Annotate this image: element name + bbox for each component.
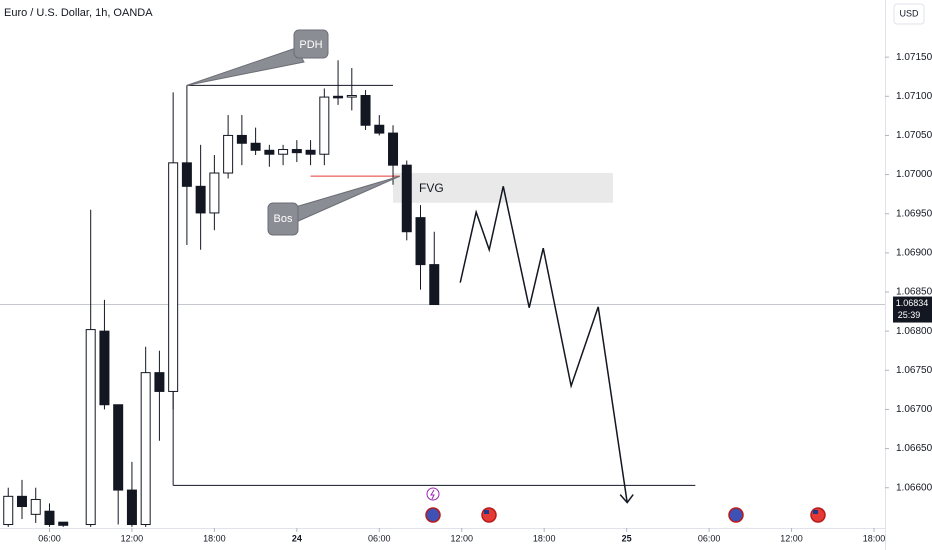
x-tick-label: 25 [622, 533, 632, 543]
candle-body [346, 95, 357, 98]
candle-body [374, 124, 385, 134]
candle-body [305, 149, 316, 155]
candle-body [415, 217, 426, 266]
bos-label: Bos [274, 213, 293, 225]
last-price-label: 1.06834 [896, 298, 929, 308]
y-tick-label: 1.06800 [896, 326, 932, 337]
candle-body [250, 142, 261, 151]
y-tick-label: 1.06650 [896, 443, 932, 454]
x-tick-label: 24 [292, 533, 302, 543]
candle-body [58, 521, 69, 526]
projection-arrow [619, 494, 634, 504]
bos-box [267, 202, 299, 236]
x-tick-label: 12:00 [780, 533, 803, 543]
pdh-label: PDH [299, 39, 322, 51]
y-tick-label: 1.06700 [896, 404, 932, 415]
x-tick-label: 12:00 [450, 533, 473, 543]
x-tick-label: 18:00 [863, 533, 886, 543]
candle-body [85, 329, 96, 526]
candle-body [333, 95, 344, 99]
candle-body [154, 372, 165, 392]
candle-body [3, 495, 14, 526]
chart-title: Euro / U.S. Dollar, 1h, OANDA [4, 7, 153, 19]
y-tick-label: 1.07000 [896, 169, 932, 180]
candle-body [30, 498, 41, 515]
candle-body [278, 149, 289, 155]
y-tick-label: 1.07100 [896, 91, 932, 102]
flag-canton [484, 510, 489, 514]
flag-canton [813, 510, 818, 514]
candle-body [195, 185, 206, 214]
candle-body [168, 162, 179, 392]
candle-body [401, 164, 412, 233]
candle-body [181, 162, 192, 187]
x-tick-label: 06:00 [38, 533, 61, 543]
candle-body [209, 172, 220, 214]
event-icon[interactable] [426, 487, 440, 501]
pdh-box [293, 29, 329, 59]
x-tick-label: 18:00 [533, 533, 556, 543]
fvg-label: FVG [419, 181, 444, 195]
plot: FVG PDH Bos [0, 29, 885, 527]
candle-body [388, 132, 399, 166]
candle-body [113, 404, 124, 491]
x-tick-label: 18:00 [203, 533, 226, 543]
y-tick-label: 1.07050 [896, 130, 932, 141]
y-tick-label: 1.07150 [896, 52, 932, 63]
candle-body [291, 149, 302, 154]
candle-body [126, 489, 137, 526]
event-icon-bolt [430, 489, 435, 500]
candle-body [99, 330, 110, 406]
projection-path [459, 186, 628, 503]
y-tick-label: 1.06850 [896, 287, 932, 298]
candle-body [319, 96, 330, 155]
candle-body [44, 510, 55, 526]
currency-box[interactable] [893, 3, 925, 25]
event-icon[interactable] [728, 507, 744, 523]
currency[interactable]: USD [899, 8, 919, 18]
x-tick-label: 12:00 [121, 533, 144, 543]
candle-body [360, 95, 371, 126]
y-tick-label: 1.06750 [896, 365, 932, 376]
x-tick-label: 06:00 [698, 533, 721, 543]
candle-body [223, 134, 234, 174]
countdown: 25:39 [898, 310, 921, 320]
last-price-box [893, 296, 932, 323]
candle-body [140, 372, 151, 526]
y-tick-label: 1.06900 [896, 248, 932, 259]
candle-body [16, 495, 27, 508]
candle-body [264, 149, 275, 155]
candle-body [236, 134, 247, 144]
x-tick-label: 06:00 [368, 533, 391, 543]
candle-body [429, 264, 440, 306]
y-tick-label: 1.06600 [896, 482, 932, 493]
y-tick-label: 1.06950 [896, 208, 932, 219]
event-icon[interactable] [425, 507, 441, 523]
